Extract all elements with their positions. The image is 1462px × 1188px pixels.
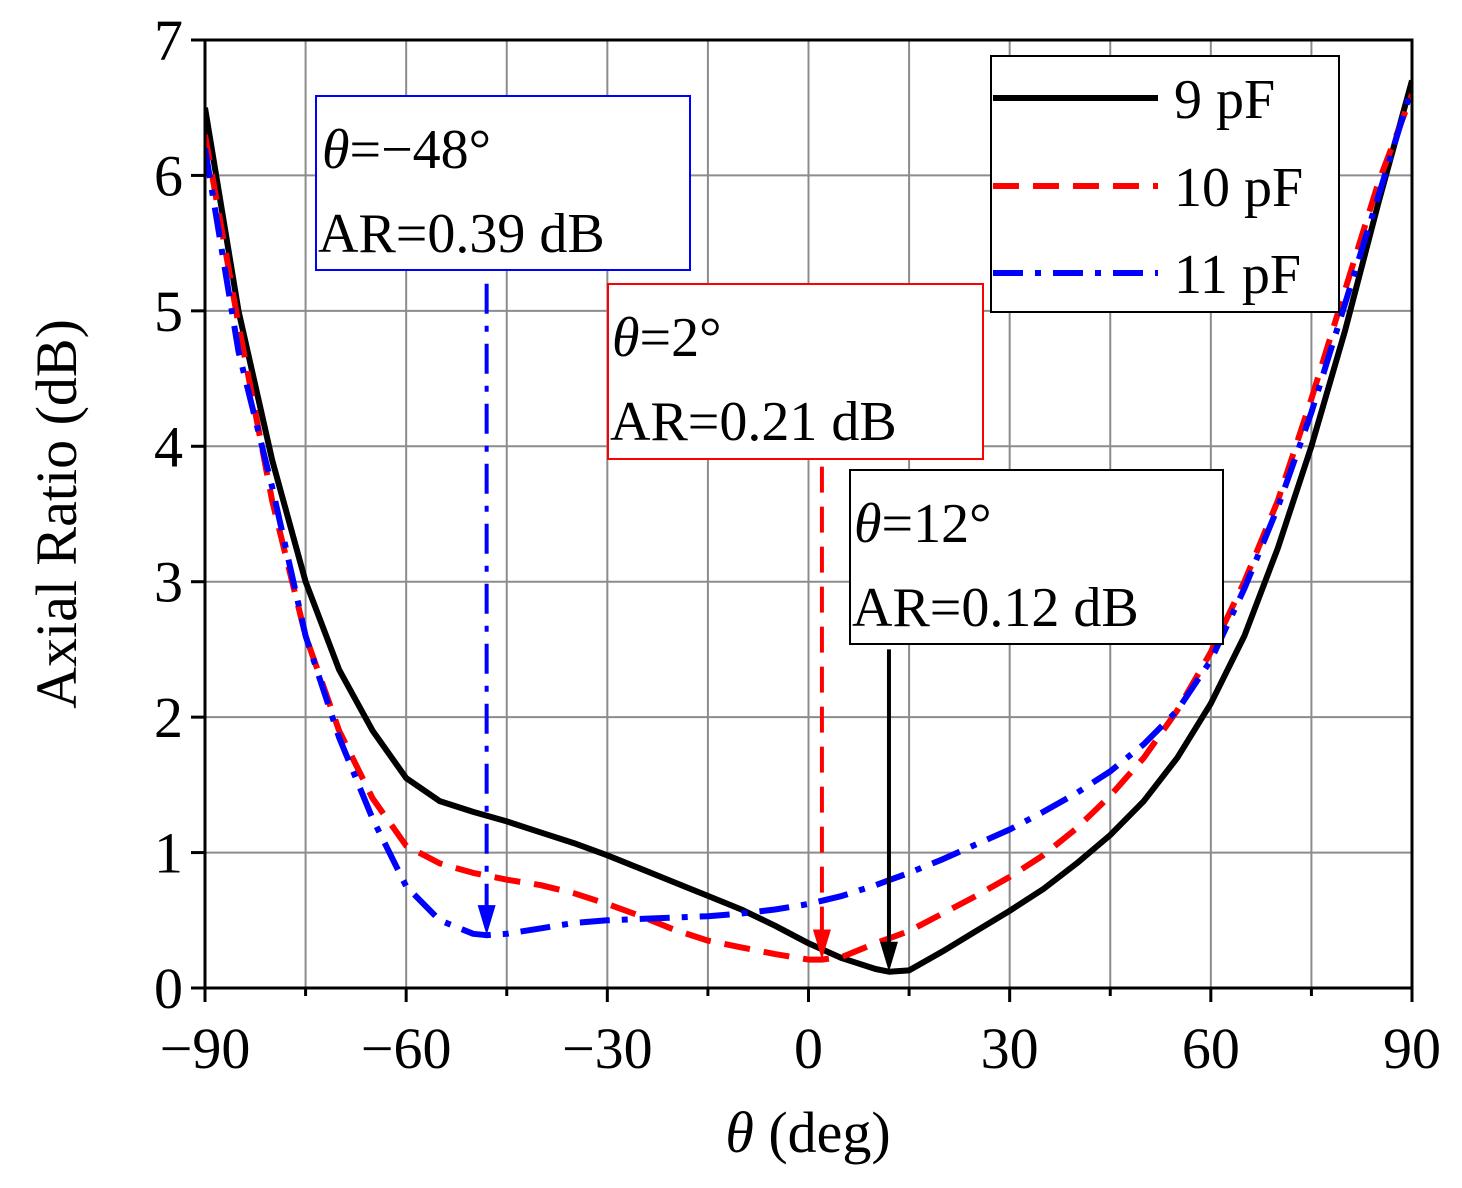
annotation-box-blue: θ=−48° AR=0.39 dB xyxy=(315,95,691,271)
annotation-box-black: θ=12° AR=0.12 dB xyxy=(849,469,1224,645)
x-tick-labels: −90 −60 −30 0 30 60 90 xyxy=(160,1016,1441,1081)
annotation-arrow-head xyxy=(477,905,496,936)
annotation-box-red: θ=2° AR=0.21 dB xyxy=(607,283,984,460)
series-line-10pf xyxy=(205,93,1412,963)
y-tick-label: 2 xyxy=(154,685,183,750)
annotation-box-frame xyxy=(607,283,984,460)
annotation-box-frame xyxy=(315,95,691,271)
annotation-ar-text: AR=0.21 dB xyxy=(610,391,897,453)
series-line-9pf xyxy=(205,79,1412,975)
y-tick-labels: 0 1 2 3 4 5 6 7 xyxy=(154,8,183,1021)
annotation-arrow-head xyxy=(812,929,831,960)
x-tick-label: 90 xyxy=(1383,1016,1441,1081)
annotation-theta-text: θ=12° xyxy=(854,493,992,555)
legend-label-11pf: 11 pF xyxy=(1174,244,1301,306)
x-tick-label: 0 xyxy=(794,1016,823,1081)
annotation-box-frame xyxy=(849,469,1224,645)
y-tick-label: 5 xyxy=(154,279,183,344)
x-tick-label: −90 xyxy=(160,1016,251,1081)
axis-ticks xyxy=(191,38,1414,1002)
annotation-arrows xyxy=(477,283,898,972)
y-tick-label: 6 xyxy=(154,143,183,208)
y-tick-label: 1 xyxy=(154,821,183,886)
legend: 9 pF 10 pF 11 pF xyxy=(990,55,1340,313)
annotation-theta-text: θ=2° xyxy=(612,307,722,369)
legend-label-9pf: 9 pF xyxy=(1174,69,1275,131)
y-tick-label: 3 xyxy=(154,550,183,615)
annotation-ar-text: AR=0.39 dB xyxy=(318,203,605,265)
annotation-arrow-head xyxy=(879,941,898,972)
x-tick-label: −30 xyxy=(562,1016,653,1081)
y-tick-label: 7 xyxy=(154,8,183,73)
x-axis-title: θ (deg) xyxy=(725,1100,890,1165)
x-tick-label: 30 xyxy=(981,1016,1039,1081)
y-axis-title: Axial Ratio (dB) xyxy=(24,319,89,709)
series-group xyxy=(205,79,1412,975)
y-tick-label: 0 xyxy=(154,956,183,1021)
legend-label-10pf: 10 pF xyxy=(1174,157,1303,219)
annotation-ar-text: AR=0.12 dB xyxy=(852,577,1139,639)
x-tick-label: 60 xyxy=(1182,1016,1240,1081)
y-tick-label: 4 xyxy=(154,414,183,479)
annotation-theta-text: θ=−48° xyxy=(322,119,491,181)
x-tick-label: −60 xyxy=(361,1016,452,1081)
